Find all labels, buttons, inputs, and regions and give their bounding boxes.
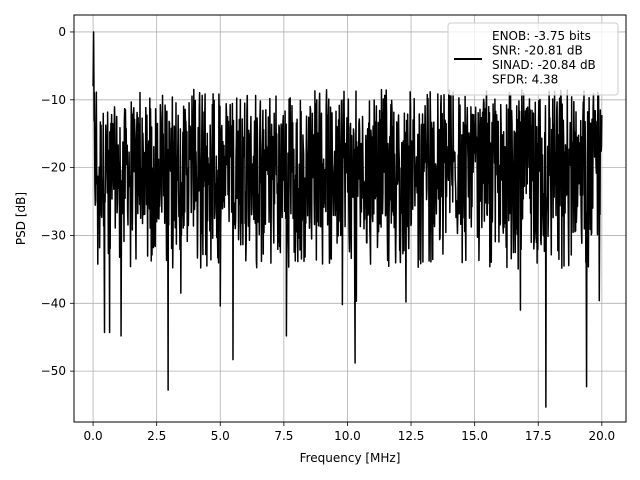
plot-frame <box>73 14 627 423</box>
y-axis: 0 −10 −20 −30 −40 −50 <box>41 25 74 378</box>
y-tick-label: 0 <box>58 25 66 39</box>
y-tick-label: −50 <box>41 364 66 378</box>
x-tick-label: 0.0 <box>84 429 103 443</box>
x-tick-label: 15.0 <box>461 429 488 443</box>
x-tick-label: 10.0 <box>334 429 361 443</box>
legend-entry-line: SNR: -20.81 dB <box>492 44 583 58</box>
x-tick-label: 7.5 <box>274 429 293 443</box>
y-axis-label: PSD [dB] <box>14 192 28 245</box>
y-tick-label: −10 <box>41 93 66 107</box>
y-tick-label: −40 <box>41 296 66 310</box>
y-tick-label: −30 <box>41 228 66 242</box>
x-tick-label: 17.5 <box>525 429 552 443</box>
x-axis-label: Frequency [MHz] <box>300 451 401 465</box>
x-axis: 0.0 2.5 5.0 7.5 10.0 12.5 15.0 17.5 20.0 <box>84 422 615 443</box>
psd-trace <box>92 31 603 408</box>
x-tick-label: 2.5 <box>147 429 166 443</box>
legend-entry-line: SFDR: 4.38 <box>492 73 558 87</box>
x-tick-label: 20.0 <box>588 429 615 443</box>
x-tick-label: 12.5 <box>398 429 425 443</box>
x-tick-label: 5.0 <box>211 429 230 443</box>
legend-entry-line: SINAD: -20.84 dB <box>492 58 596 72</box>
y-tick-label: −20 <box>41 161 66 175</box>
legend-entry-line: ENOB: -3.75 bits <box>492 29 591 43</box>
series-layer <box>92 31 603 408</box>
legend-box <box>447 22 619 96</box>
